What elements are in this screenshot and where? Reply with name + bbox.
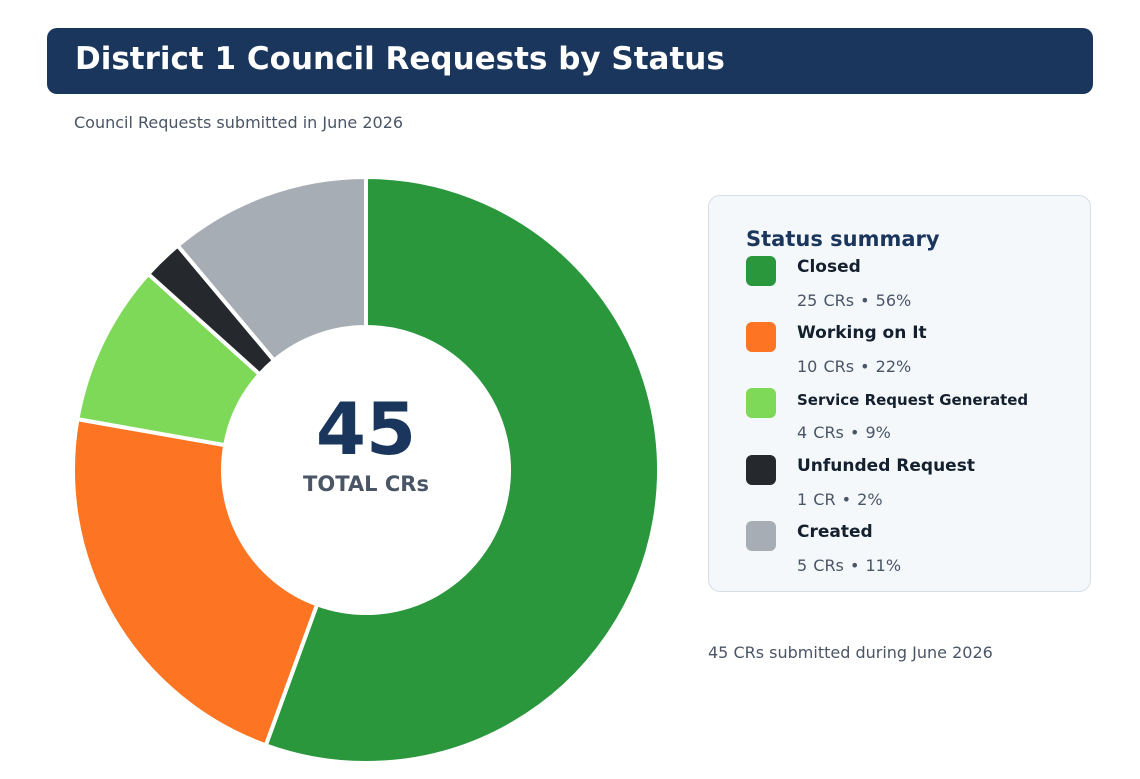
legend-swatch-working-on-it	[746, 322, 776, 352]
center-total-label: TOTAL CRs	[303, 472, 429, 496]
legend-label-created: Created	[797, 522, 873, 542]
donut-slice-working-on-it	[71, 417, 320, 748]
donut-slices	[71, 175, 661, 765]
legend-detail-unfunded-request: 1 CR • 2%	[797, 490, 883, 509]
legend-swatch-created	[746, 521, 776, 551]
legend-swatch-closed	[746, 256, 776, 286]
center-total-value: 45	[316, 387, 416, 471]
legend-label-unfunded-request: Unfunded Request	[797, 456, 975, 476]
legend-item-closed: Closed 25 CRs • 56%	[746, 256, 1076, 316]
legend-detail-service-request-generated: 4 CRs • 9%	[797, 423, 891, 442]
footnote: 45 CRs submitted during June 2026	[708, 643, 993, 662]
legend-label-closed: Closed	[797, 257, 861, 277]
summary-title: Status summary	[746, 227, 940, 251]
legend-swatch-service-request-generated	[746, 388, 776, 418]
donut-slice-created	[175, 175, 368, 363]
legend-detail-created: 5 CRs • 11%	[797, 556, 902, 575]
legend-label-working-on-it: Working on It	[797, 323, 927, 343]
legend-item-service-request-generated: Service Request Generated 4 CRs • 9%	[746, 388, 1076, 448]
title-banner: District 1 Council Requests by Status	[47, 28, 1093, 94]
donut-slice-closed	[263, 175, 661, 765]
page-title: District 1 Council Requests by Status	[75, 41, 725, 77]
legend-item-created: Created 5 CRs • 11%	[746, 521, 1076, 581]
legend-item-working-on-it: Working on It 10 CRs • 22%	[746, 322, 1076, 382]
donut-chart: 45 TOTAL CRs	[71, 175, 661, 765]
legend-detail-working-on-it: 10 CRs • 22%	[797, 357, 912, 376]
legend-swatch-unfunded-request	[746, 455, 776, 485]
legend-item-unfunded-request: Unfunded Request 1 CR • 2%	[746, 455, 1076, 515]
legend-label-service-request-generated: Service Request Generated	[797, 391, 1029, 409]
page-subtitle: Council Requests submitted in June 2026	[74, 113, 404, 132]
status-summary-panel: Status summary Closed 25 CRs • 56% Worki…	[708, 195, 1091, 592]
legend-detail-closed: 25 CRs • 56%	[797, 291, 912, 310]
